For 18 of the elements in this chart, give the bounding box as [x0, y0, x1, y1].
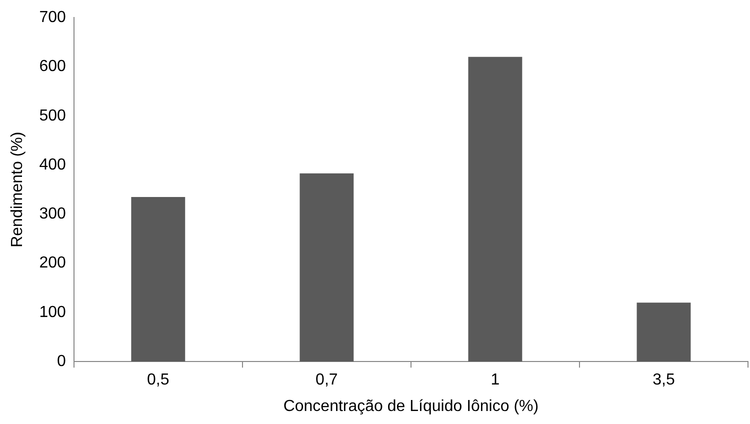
- y-tick-label: 100: [39, 304, 66, 321]
- x-tick-label: 0,7: [316, 372, 338, 389]
- bar: [468, 56, 522, 362]
- y-tick-label: 400: [39, 156, 66, 174]
- y-tick-label: 200: [39, 254, 66, 272]
- x-tick-label: 0,5: [147, 372, 170, 389]
- bar: [300, 173, 354, 362]
- y-tick-label: 500: [39, 107, 66, 124]
- y-axis-title: Rendimento (%): [9, 132, 26, 248]
- x-tick-label: 1: [490, 372, 500, 389]
- y-tick-label: 300: [39, 206, 66, 223]
- x-tick-label: 3,5: [652, 372, 675, 389]
- y-tick-label: 0: [56, 353, 66, 370]
- bar: [131, 196, 186, 362]
- bar: [636, 302, 691, 362]
- x-axis-title: Concentração de Líquido Iônico (%): [283, 398, 539, 415]
- y-tick-label: 600: [39, 58, 66, 76]
- y-tick-label: 700: [39, 9, 66, 26]
